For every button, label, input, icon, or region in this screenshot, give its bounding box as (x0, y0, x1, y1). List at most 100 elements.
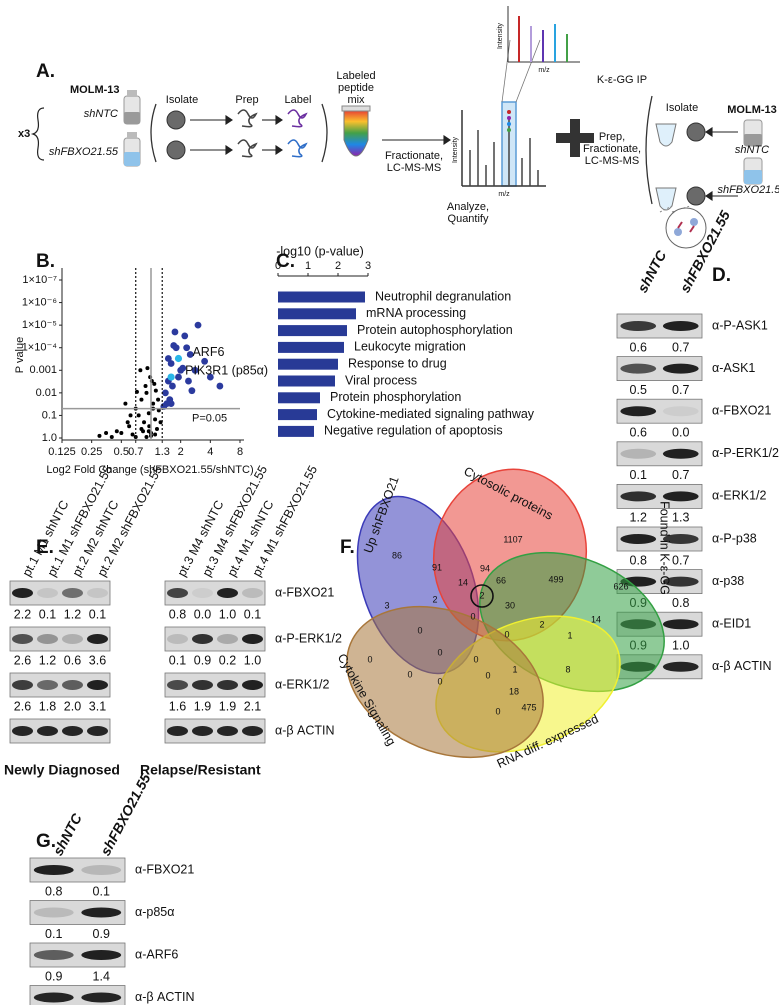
band (33, 950, 74, 960)
region-count: 14 (458, 577, 468, 587)
mix-label: mix (347, 94, 365, 106)
x-tick-label: 4 (207, 446, 213, 458)
antibody-label: α-p38 (712, 574, 744, 588)
quant-label: 0.1 (169, 653, 186, 667)
data-point (156, 408, 161, 413)
antibody-label: α-EID1 (712, 616, 751, 630)
data-point (123, 401, 128, 406)
data-point (146, 411, 151, 416)
band (620, 406, 657, 417)
bar (278, 291, 365, 303)
category-label: Negative regulation of apoptosis (324, 424, 503, 438)
data-point (167, 360, 175, 367)
quant-label: 1.2 (39, 653, 56, 667)
quant-label: 0.0 (194, 607, 211, 621)
data-point (143, 384, 148, 389)
quant-label: 0.9 (93, 927, 110, 941)
region-count: 2 (432, 594, 437, 604)
ip-zoom (665, 207, 707, 249)
data-point (185, 377, 192, 385)
cell-line: MOLM-13 (727, 104, 777, 116)
tube-icon (655, 187, 677, 211)
group-label: shNTC (735, 144, 769, 156)
threshold-label: P=0.05 (192, 413, 227, 425)
category-label: Protein autophosphorylation (357, 323, 513, 337)
step-label: Prep (235, 94, 258, 106)
region-count: 2 (539, 619, 544, 629)
flask-icon (124, 112, 140, 124)
data-point (183, 344, 191, 352)
set-label: Found in K-ε-GG (658, 501, 672, 595)
data-point (172, 344, 180, 352)
annotation: ARF6 (192, 345, 224, 359)
band (81, 950, 122, 960)
category-label: Cytokine-mediated signaling pathway (327, 407, 535, 421)
arrow (225, 114, 233, 126)
annotation: PIK3R1 (p85α) (185, 363, 268, 377)
quant-label: 0.1 (630, 468, 647, 482)
highlight-ring (470, 584, 494, 608)
quant-label: 1.0 (219, 607, 236, 621)
x-tick-label: 8 (237, 446, 243, 458)
band (37, 726, 58, 736)
quant-label: 0.5 (630, 383, 647, 397)
region-count: 30 (505, 600, 515, 610)
band (81, 992, 122, 1003)
quant-label: 1.0 (244, 653, 261, 667)
flask-icon (123, 90, 141, 167)
data-point (125, 420, 130, 425)
category-label: Leukocyte migration (354, 340, 466, 354)
peptide-icon (237, 139, 258, 158)
data-point (153, 417, 158, 422)
region-count: 3 (384, 600, 389, 610)
panel-label: A. (36, 61, 55, 82)
quant-label: 1.2 (64, 607, 81, 621)
band (192, 588, 213, 598)
quant-label: 2.6 (14, 699, 31, 713)
band (662, 406, 699, 417)
region-count: 0 (437, 647, 442, 657)
data-point (127, 424, 132, 429)
quant-label: 1.4 (93, 969, 110, 983)
quant-label: 1.8 (39, 699, 56, 713)
region-count: 0 (504, 629, 509, 639)
band (167, 634, 188, 644)
region-count: 0 (485, 670, 490, 680)
y-tick-label: 1×10⁻⁶ (22, 296, 57, 308)
data-point (186, 351, 194, 358)
x-tick-label: 3 (365, 260, 371, 272)
data-point (114, 429, 119, 434)
highlight-point (174, 354, 183, 363)
flask-icon (744, 134, 762, 146)
region-count: 18 (509, 686, 519, 696)
bar (278, 425, 314, 437)
quant-label: 3.6 (89, 653, 106, 667)
quant-label: 0.7 (672, 383, 689, 397)
x-tick-label: 1.3 (155, 446, 170, 458)
y-tick-label: 1×10⁻⁴ (22, 342, 58, 354)
band (33, 907, 74, 918)
lane-label: shFBXO21.55 (97, 771, 154, 858)
flask-icon (124, 152, 140, 166)
band (662, 448, 699, 459)
band (87, 726, 108, 736)
step-label: LC-MS-MS (585, 155, 639, 167)
quant-label: 1.9 (219, 699, 236, 713)
bar (278, 392, 320, 404)
quant-label: 2.0 (64, 699, 81, 713)
y-tick-label: 0.01 (36, 387, 57, 399)
data-point (136, 413, 141, 418)
region-count: 499 (548, 574, 563, 584)
arrow (190, 114, 283, 156)
data-point (109, 434, 114, 439)
quant-label: 0.6 (630, 340, 647, 354)
data-point (167, 400, 175, 408)
antibody-label: α-ERK1/2 (275, 677, 330, 691)
cell-icon (686, 122, 706, 142)
antibody-label: α-ARF6 (135, 947, 178, 961)
quant-label: 0.1 (93, 884, 110, 898)
quant-label: 3.1 (89, 699, 106, 713)
region-count: 0 (367, 654, 372, 664)
antibody-label: α-p85α (135, 905, 174, 919)
data-point (158, 420, 163, 425)
